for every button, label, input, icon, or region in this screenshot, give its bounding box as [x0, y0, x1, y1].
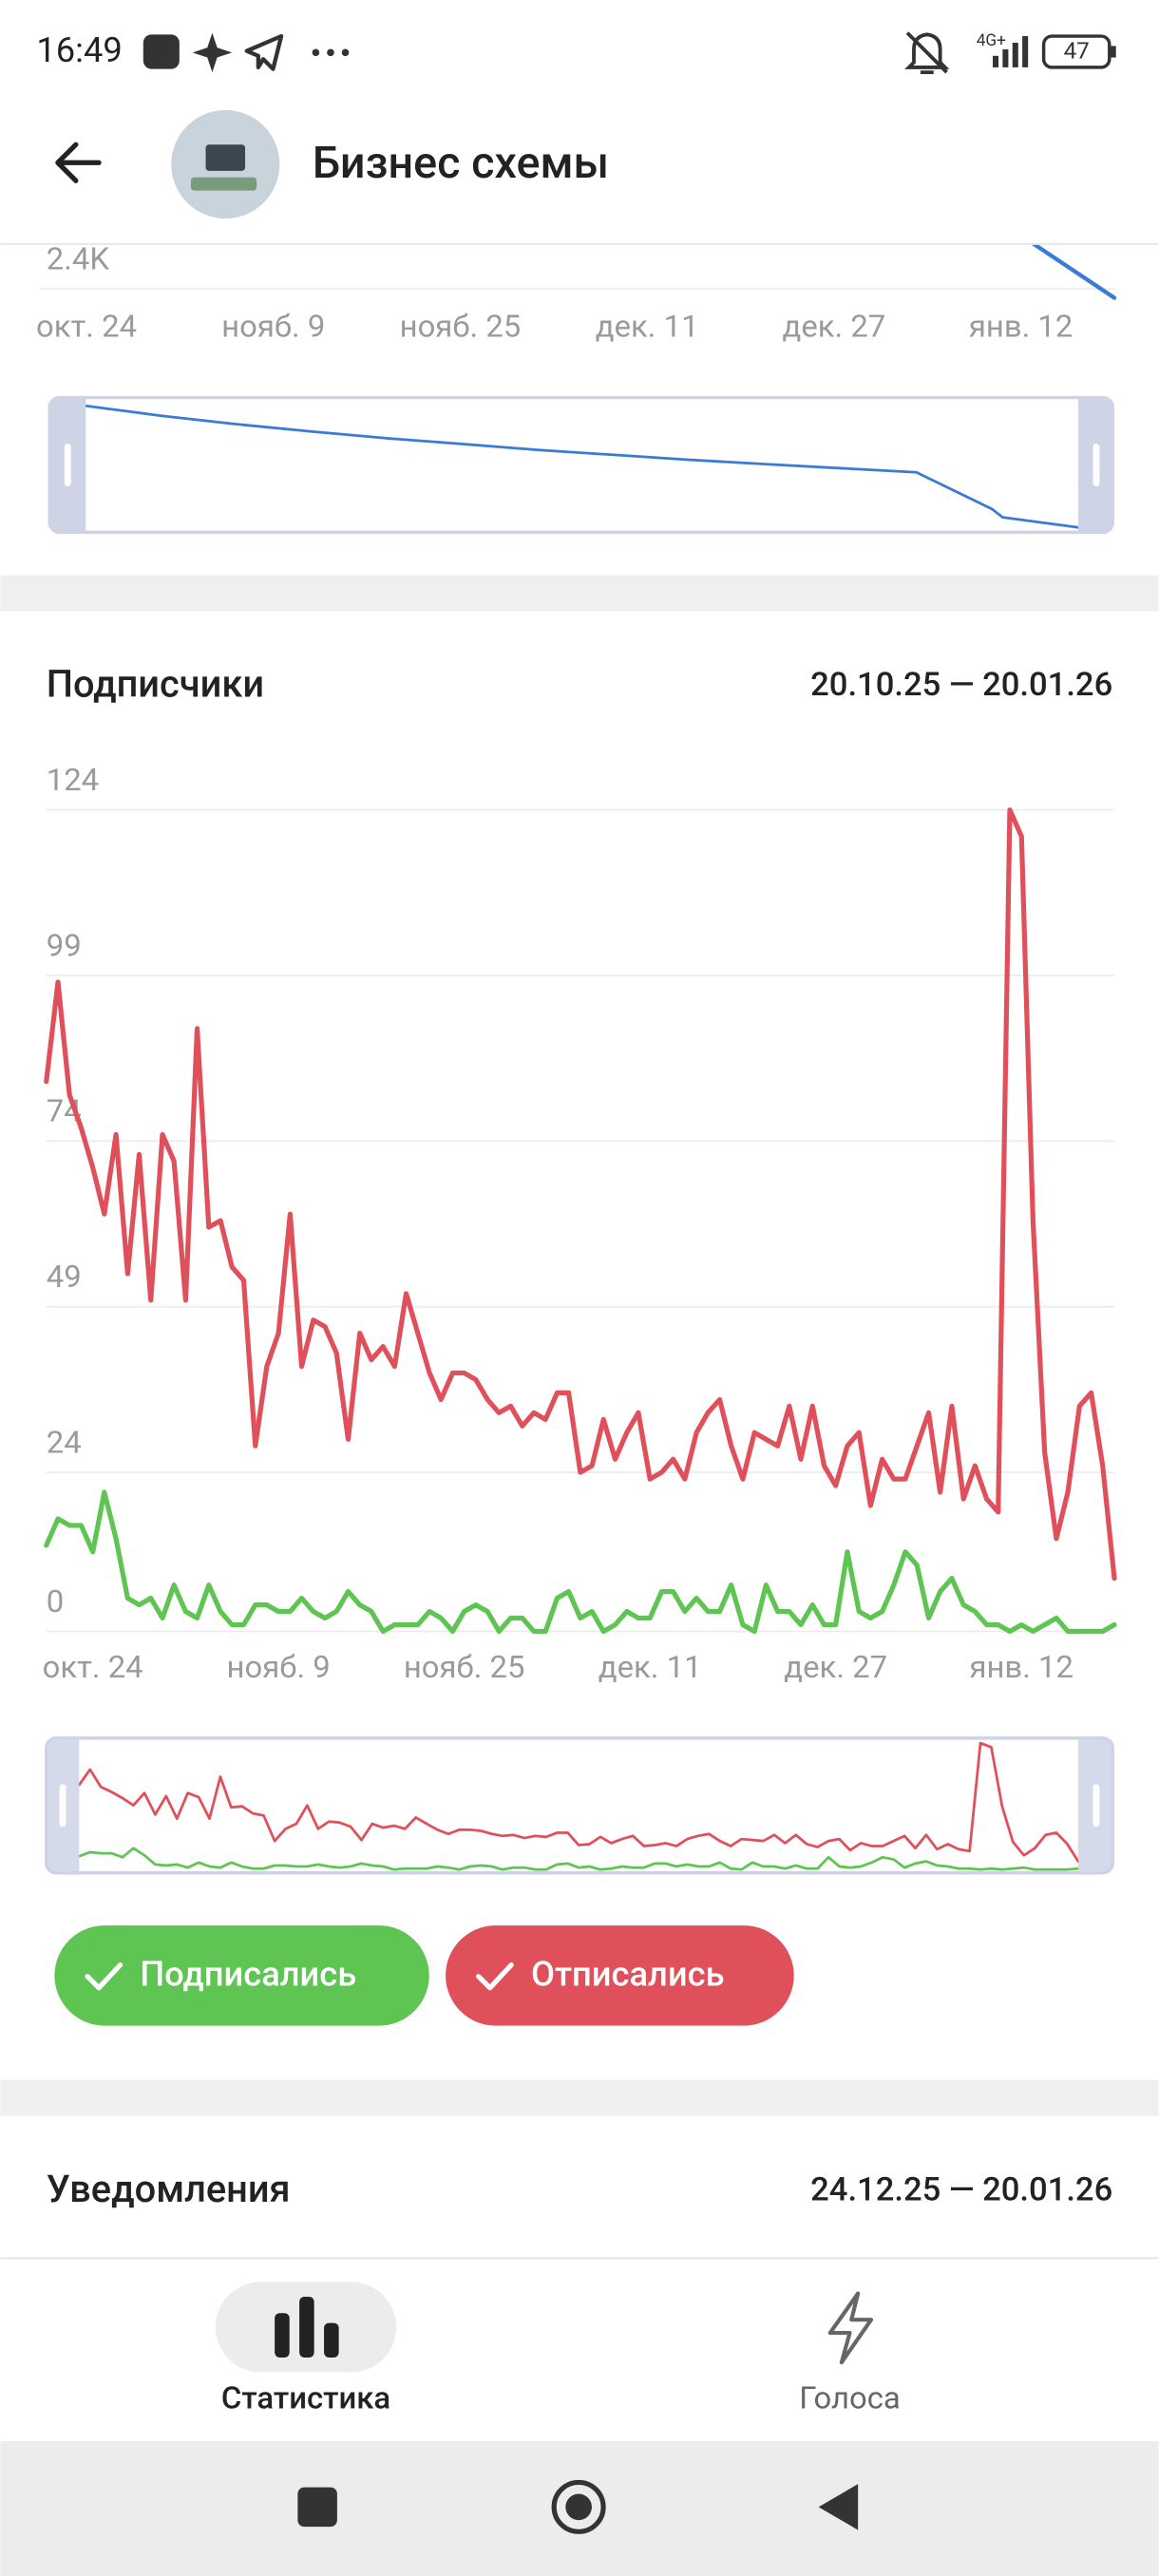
nav-label: Статистика [221, 2381, 390, 2417]
section-title: Уведомления [47, 2167, 291, 2211]
y-tick-label: 49 [47, 1260, 82, 1296]
navigator-line [77, 1847, 1080, 1871]
nav-statistics[interactable]: Статистика [215, 2282, 397, 2417]
navigator-line [84, 404, 1080, 529]
back-button[interactable] [55, 142, 102, 183]
legend-label: Отписались [531, 1953, 725, 1994]
x-tick-label: нояб. 9 [221, 310, 325, 346]
battery-tip [1111, 46, 1116, 58]
members-navigator-line [84, 404, 1080, 529]
stats-icon-bar [324, 2322, 339, 2358]
handle-grip [1092, 443, 1100, 486]
sparkle-icon [192, 32, 233, 73]
x-tick-label: янв. 12 [969, 310, 1074, 346]
check-icon [476, 1961, 514, 1991]
x-tick-label: окт. 24 [36, 310, 137, 346]
signal-icon [992, 36, 1029, 67]
legend-button [54, 1925, 429, 2026]
series-line [44, 807, 1117, 1582]
x-tick-label: янв. 12 [969, 1650, 1074, 1686]
handle-grip [64, 443, 71, 486]
home-button[interactable] [551, 2479, 606, 2534]
bell-off-slash [905, 31, 948, 74]
date-range: 24.12.25 — 20.01.26 [810, 2170, 1112, 2208]
handle-grip [59, 1784, 66, 1828]
network-type: 4G+ [977, 31, 1006, 50]
legend: Подписались Отписались [54, 1925, 794, 2026]
y-tick-label: 24 [47, 1425, 82, 1461]
subscribers-navigator-lines [77, 1741, 1080, 1871]
legend-toggle[interactable]: Отписались [446, 1925, 794, 2026]
avatar-detail [190, 177, 257, 191]
x-tick-label: нояб. 9 [227, 1650, 331, 1686]
x-tick-label: дек. 27 [783, 310, 886, 346]
members-axis: 2.4K окт. 24 нояб. 9 нояб. 25 дек. 11 дек. 27… [36, 241, 1073, 345]
x-tick-label: нояб. 25 [400, 310, 522, 346]
x-tick-label: нояб. 25 [404, 1650, 525, 1686]
x-tick-label: дек. 11 [598, 1650, 702, 1686]
stats-icon-bar [275, 2313, 290, 2358]
legend-label: Подписались [140, 1953, 356, 1994]
x-tick-label: окт. 24 [43, 1650, 143, 1686]
recents-button[interactable] [297, 2487, 337, 2528]
bell-off-icon [904, 32, 950, 75]
battery-level: 47 [1064, 38, 1090, 65]
status-time: 16:49 [36, 29, 122, 70]
date-range: 20.10.25 — 20.01.26 [810, 666, 1112, 704]
x-tick-label: дек. 11 [596, 310, 699, 346]
handle-grip [1092, 1784, 1100, 1828]
series-line [44, 1489, 1117, 1635]
members-chart [39, 244, 1117, 300]
navigator-line [77, 1741, 1080, 1864]
bottom-nav [0, 2257, 1159, 2442]
y-tick-label: 2.4K [47, 241, 110, 277]
channel-title: Бизнес схемы [313, 138, 609, 189]
y-tick-label: 99 [47, 928, 82, 964]
back-system-button[interactable] [818, 2484, 859, 2530]
battery-icon [1041, 34, 1112, 69]
more-icon [312, 48, 350, 57]
telegram-icon [244, 33, 284, 71]
avatar-detail [205, 144, 246, 171]
nav-votes[interactable]: Голоса [799, 2291, 901, 2417]
subscribers-navigator[interactable] [45, 1736, 1114, 1875]
legend-button [446, 1925, 794, 2026]
x-tick-label: дек. 27 [784, 1650, 887, 1686]
section-separator [0, 575, 1159, 612]
nav-label: Голоса [799, 2381, 901, 2417]
section-separator [0, 2079, 1159, 2116]
check-icon [85, 1961, 124, 1991]
members-navigator[interactable] [48, 395, 1114, 535]
section-title: Подписчики [47, 661, 264, 706]
legend-toggle[interactable]: Подписались [54, 1925, 429, 2026]
wb-icon [142, 34, 180, 69]
y-tick-label: 0 [47, 1584, 64, 1620]
stats-icon-bar [299, 2296, 314, 2358]
home-button-dot [565, 2493, 592, 2521]
y-tick-label: 124 [47, 763, 99, 799]
lightning-icon [827, 2291, 874, 2365]
